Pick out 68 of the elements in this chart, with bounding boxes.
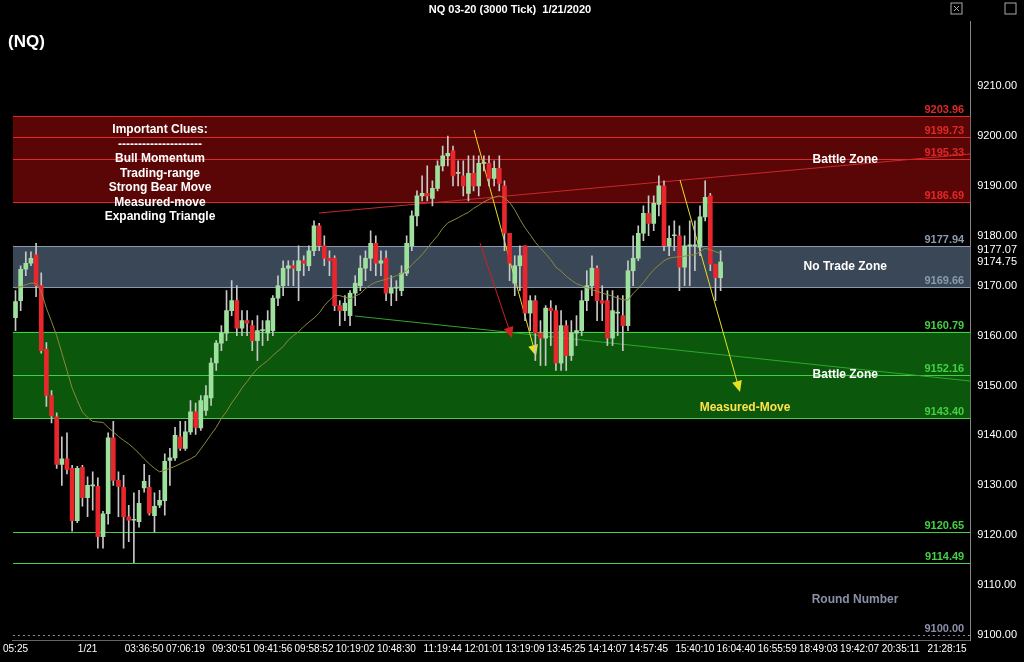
x-tick-label: 10:48:30	[376, 642, 417, 654]
ref-line-label: 9195.33	[924, 146, 965, 159]
annotation: ---------------------	[118, 136, 202, 151]
x-tick-label: 09:41:56	[253, 642, 293, 654]
annotation: Measured-move	[114, 194, 206, 209]
ref-line-label: 9100.00	[924, 622, 965, 635]
x-tick-label: 09:30:51	[212, 642, 252, 654]
y-tick-label: 9160.00	[977, 328, 1017, 341]
annotation: Expanding Triangle	[104, 209, 216, 224]
candlestick	[285, 260, 291, 287]
ref-line-label: 9203.96	[924, 103, 965, 116]
x-tick-label: 12:01:01	[464, 642, 504, 654]
candlestick	[131, 492, 137, 563]
band-label: No Trade Zone	[803, 259, 888, 274]
y-tick-label: 9180.00	[977, 228, 1017, 241]
y-tick-label: 9100.00	[977, 628, 1017, 641]
x-tick-label: 10:19:02	[335, 642, 376, 654]
candlestick	[301, 255, 307, 277]
x-tick-label: 13:45:25	[546, 642, 587, 654]
text: (NQ)	[8, 31, 45, 51]
ref-line-label: 9199.73	[924, 124, 965, 137]
x-tick-label: 13:19:09	[505, 642, 545, 654]
y-tick-label: 9130.00	[977, 478, 1017, 491]
x-tick-label: 05:25	[3, 642, 29, 654]
annotation: Round Number	[811, 592, 899, 607]
x-tick-label: 14:57:45	[629, 642, 669, 654]
y-tick-label: 9150.00	[977, 378, 1017, 391]
ref-line-label: 9143.40	[924, 405, 965, 418]
annotation: Strong Bear Move	[108, 180, 212, 195]
candlestick	[378, 250, 384, 277]
y-tick-label: 9110.00	[977, 578, 1017, 591]
x-tick-label: 20:35:11	[881, 642, 921, 654]
y-tick-label: 9120.00	[977, 528, 1017, 541]
band-label: Battle Zone	[812, 151, 879, 166]
x-tick-label: 14:14:07	[587, 642, 628, 654]
x-tick-label: 11:19:44	[423, 642, 463, 654]
x-tick-label: 09:58:52	[294, 642, 334, 654]
y-tick-label: 9190.00	[977, 178, 1017, 191]
x-tick-label: 18:49:03	[798, 642, 839, 654]
y-tick-label: 9140.00	[977, 428, 1017, 441]
x-tick-label: 16:04:40	[716, 642, 756, 654]
ref-line-label: 9160.79	[924, 318, 965, 331]
y-tick-label: 9210.00	[977, 79, 1017, 92]
y-tick-label: 9200.00	[977, 129, 1017, 142]
ref-line-label: 9114.49	[925, 549, 965, 562]
ref-line-label: 9186.69	[924, 189, 965, 202]
ref-line-label: 9169.66	[924, 274, 965, 287]
x-tick-label: 1/21	[77, 642, 98, 654]
x-tick-label: 19:42:07	[840, 642, 880, 654]
x-tick-label: 21:28:15	[927, 642, 967, 654]
y-tick-label: 9170.00	[977, 278, 1017, 291]
x-tick-label: 07:06:19	[165, 642, 206, 654]
x-tick-label: 16:55:59	[757, 642, 798, 654]
y-tick-label: 9174.75	[977, 255, 1017, 268]
candlestick	[671, 220, 677, 252]
x-tick-label: 03:36:50	[124, 642, 165, 654]
band-label: Battle Zone	[812, 367, 879, 382]
ref-line-label: 9120.65	[924, 518, 965, 531]
annotation: Bull Momentum	[115, 151, 205, 166]
x-tick-label: 15:40:10	[675, 642, 715, 654]
candlestick	[455, 160, 461, 187]
annotation: Important Clues:	[112, 122, 208, 137]
ref-line-label: 9177.94	[924, 233, 966, 246]
annotation: Measured-Move	[699, 400, 791, 415]
y-tick-label: 9177.07	[977, 243, 1017, 256]
annotation: Trading-range	[119, 165, 201, 180]
ref-line-label: 9152.16	[924, 361, 965, 374]
chart-title: NQ 03-20 (3000 Tick) 1/21/2020	[428, 2, 592, 15]
